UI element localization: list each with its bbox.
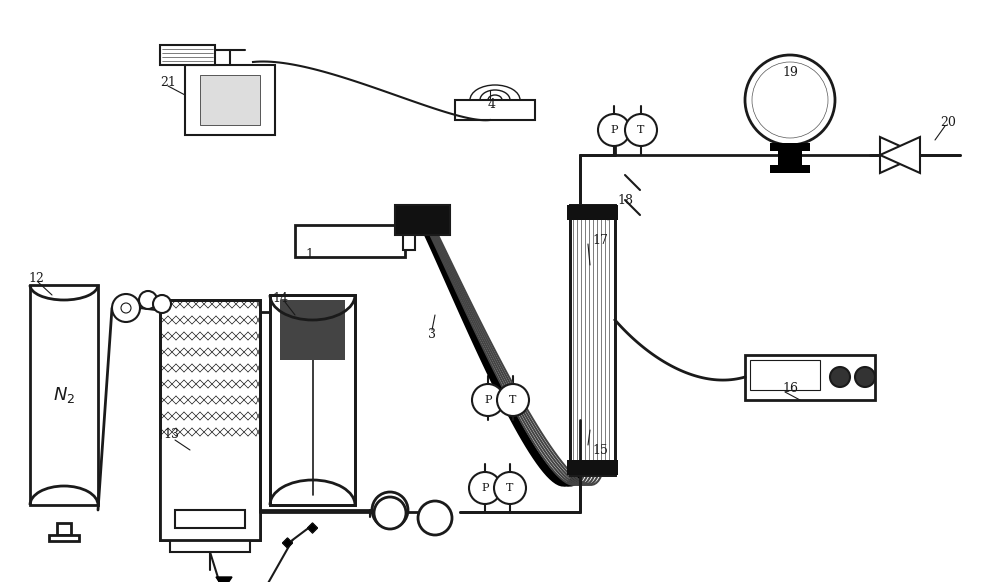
Text: 2: 2 — [422, 214, 430, 226]
Text: 19: 19 — [782, 66, 798, 79]
Polygon shape — [880, 137, 920, 173]
Circle shape — [418, 501, 452, 535]
Circle shape — [752, 62, 828, 138]
Bar — [280, 300, 345, 360]
Bar — [567, 460, 618, 475]
Circle shape — [121, 303, 131, 313]
Bar — [200, 75, 260, 125]
Text: P: P — [481, 483, 489, 493]
Bar — [770, 165, 810, 173]
Circle shape — [472, 384, 504, 416]
Circle shape — [598, 114, 630, 146]
Bar — [30, 285, 98, 505]
Text: P: P — [484, 395, 492, 405]
Bar — [57, 523, 71, 535]
Polygon shape — [308, 523, 318, 533]
Bar — [770, 143, 810, 151]
Bar — [745, 355, 875, 400]
Circle shape — [497, 384, 529, 416]
Text: P: P — [610, 125, 618, 135]
Text: 16: 16 — [782, 381, 798, 395]
Bar — [270, 295, 355, 505]
Circle shape — [745, 55, 835, 145]
Text: 1: 1 — [305, 249, 313, 261]
Bar — [175, 510, 245, 528]
Bar — [270, 295, 355, 505]
Bar — [778, 145, 802, 167]
Bar — [185, 65, 275, 135]
Bar — [49, 535, 79, 541]
Text: 20: 20 — [940, 115, 956, 129]
Bar — [750, 360, 820, 390]
Bar — [570, 205, 615, 475]
Bar — [395, 205, 450, 235]
Polygon shape — [216, 577, 232, 582]
Circle shape — [855, 367, 875, 387]
Bar — [160, 45, 215, 65]
Text: T: T — [506, 483, 514, 493]
Bar — [160, 439, 260, 540]
Text: 12: 12 — [28, 271, 44, 285]
Text: 21: 21 — [160, 76, 176, 88]
Text: 4: 4 — [488, 98, 496, 112]
Text: $N_2$: $N_2$ — [53, 385, 75, 405]
Polygon shape — [283, 538, 292, 548]
Bar — [403, 230, 415, 250]
Text: 13: 13 — [163, 428, 179, 442]
Circle shape — [830, 367, 850, 387]
Bar — [570, 205, 615, 475]
Text: T: T — [509, 395, 517, 405]
Text: 18: 18 — [617, 193, 633, 207]
Text: 17: 17 — [592, 233, 608, 247]
Polygon shape — [880, 137, 920, 173]
Bar — [170, 540, 250, 552]
Circle shape — [469, 472, 501, 504]
Circle shape — [372, 492, 408, 528]
Bar — [160, 300, 260, 540]
Circle shape — [139, 291, 157, 309]
Bar — [295, 225, 405, 257]
Bar — [567, 205, 618, 220]
Bar — [455, 100, 535, 120]
Text: 3: 3 — [428, 328, 436, 342]
Text: T: T — [637, 125, 645, 135]
Circle shape — [112, 294, 140, 322]
Circle shape — [153, 295, 171, 313]
Circle shape — [625, 114, 657, 146]
Circle shape — [374, 497, 406, 529]
Text: 15: 15 — [592, 443, 608, 456]
Circle shape — [494, 472, 526, 504]
Bar — [160, 300, 260, 540]
Text: 14: 14 — [272, 292, 288, 304]
